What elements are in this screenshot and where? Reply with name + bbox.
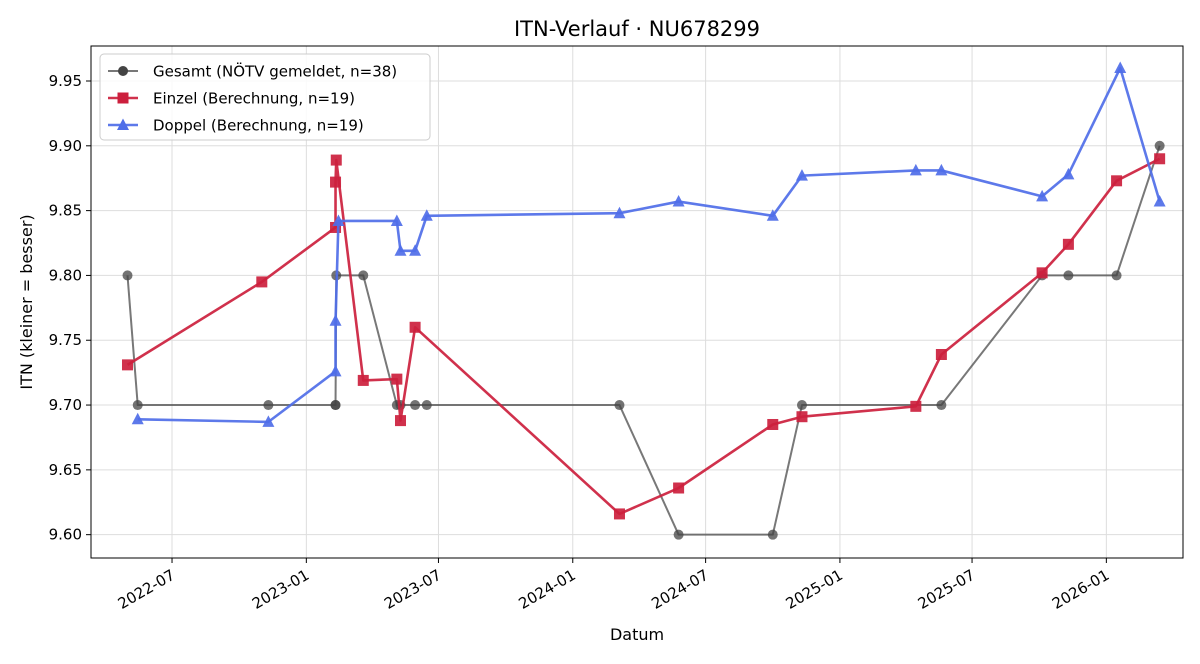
data-point [263, 400, 274, 411]
data-point [673, 482, 685, 494]
data-point [409, 321, 421, 333]
data-point [672, 195, 685, 207]
data-point [394, 244, 407, 256]
data-point [262, 415, 275, 427]
data-point [1063, 270, 1074, 281]
data-point [256, 276, 268, 288]
data-point [1114, 61, 1127, 74]
legend-label: Gesamt (NÖTV gemeldet, n=38) [153, 62, 397, 81]
data-point [394, 415, 406, 427]
data-point [1062, 167, 1075, 180]
data-point [613, 508, 625, 520]
data-point [121, 359, 133, 371]
series-square [121, 153, 1166, 520]
y-tick-label: 9.85 [49, 202, 82, 220]
series-triangle [131, 61, 1166, 427]
data-point [357, 374, 369, 386]
data-point [613, 206, 626, 219]
legend-marker [118, 66, 128, 76]
data-point [1153, 195, 1166, 207]
data-point [673, 529, 684, 540]
data-point [796, 411, 808, 423]
data-point [409, 244, 422, 256]
chart-title: ITN-Verlauf · NU678299 [514, 17, 760, 41]
data-point [1111, 270, 1122, 281]
legend-label: Doppel (Berechnung, n=19) [153, 117, 364, 135]
data-point [132, 400, 143, 411]
legend-marker [117, 92, 129, 104]
y-axis-label: ITN (kleiner = besser) [17, 214, 36, 389]
data-point [131, 412, 144, 425]
y-tick-label: 9.75 [49, 331, 82, 349]
data-point [330, 154, 342, 166]
data-point [936, 400, 947, 411]
data-point [766, 209, 779, 221]
legend-label: Einzel (Berechnung, n=19) [153, 90, 355, 108]
plot-frame [90, 45, 1184, 559]
data-point [1036, 189, 1049, 202]
data-point [614, 400, 625, 411]
data-point [329, 314, 342, 326]
legend-marker [117, 118, 129, 130]
y-tick-label: 9.65 [49, 461, 82, 479]
data-point [1062, 238, 1074, 250]
data-point [122, 270, 133, 281]
data-point [909, 163, 922, 176]
data-point [935, 163, 948, 176]
data-point [329, 364, 342, 377]
data-point [421, 400, 432, 411]
data-point [767, 529, 778, 540]
data-point [391, 373, 403, 385]
data-point [796, 400, 807, 411]
data-point [358, 270, 369, 281]
data-point [910, 400, 922, 412]
y-tick-label: 9.95 [49, 72, 82, 90]
data-point [1154, 140, 1165, 151]
data-point [330, 221, 342, 233]
data-point [1111, 175, 1123, 187]
data-point [1154, 153, 1166, 165]
legend: Gesamt (NÖTV gemeldet, n=38) Einzel (Bere… [99, 53, 431, 141]
y-tick-label: 9.90 [49, 137, 82, 155]
data-point [1036, 267, 1048, 279]
data-point [935, 348, 947, 360]
data-point [330, 176, 342, 188]
data-point [330, 400, 341, 411]
data-point [795, 169, 808, 181]
y-tick-label: 9.80 [49, 266, 82, 284]
series-layer [121, 61, 1166, 540]
data-point [332, 214, 345, 226]
data-point [410, 400, 421, 411]
data-point [390, 214, 403, 226]
y-tick-label: 9.60 [49, 526, 82, 544]
y-tick-label: 9.70 [49, 396, 82, 414]
data-point [767, 418, 779, 430]
x-axis-label: Datum [610, 625, 664, 644]
data-point [420, 209, 433, 221]
legend-box [99, 53, 431, 141]
